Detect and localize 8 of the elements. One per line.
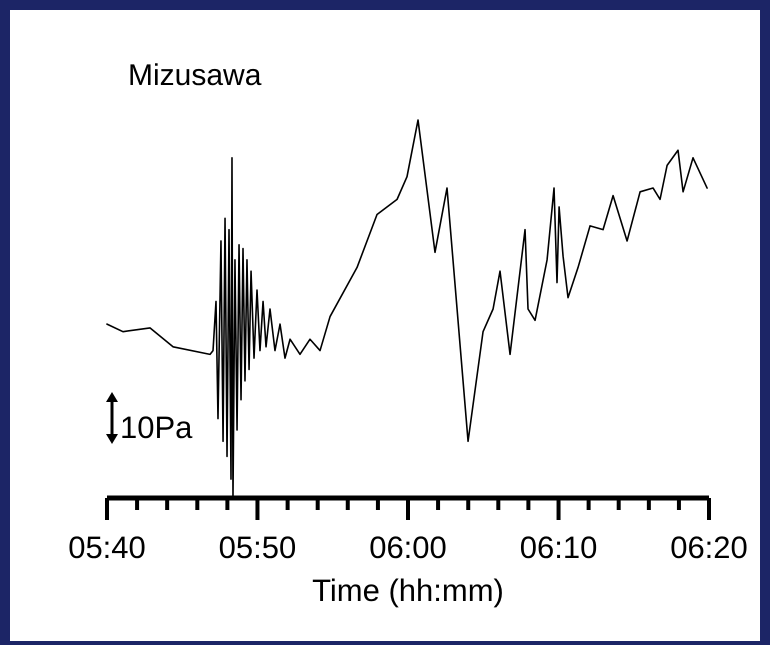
x-tick-label: 06:20 (670, 530, 748, 565)
x-tick-label: 05:50 (218, 530, 296, 565)
x-tick-label: 06:00 (369, 530, 447, 565)
x-axis-title: Time (hh:mm) (312, 573, 504, 608)
x-tick-label: 06:10 (520, 530, 598, 565)
annotation: 10Pa (120, 410, 194, 445)
chart-title: Mizusawa (128, 59, 262, 92)
x-tick-label: 05:40 (68, 530, 146, 565)
